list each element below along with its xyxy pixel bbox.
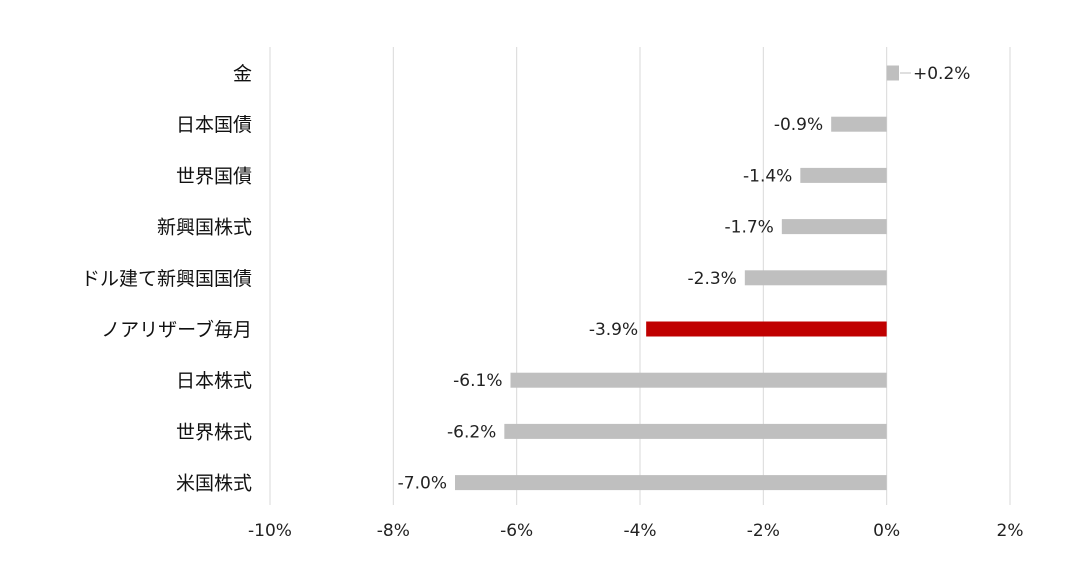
category-label: ドル建て新興国国債: [81, 268, 252, 290]
bar: [800, 167, 887, 183]
category-label: 日本国債: [176, 114, 252, 136]
value-label: -0.9%: [774, 115, 823, 135]
value-label: -6.2%: [447, 422, 496, 442]
category-labels: 金日本国債世界国債新興国株式ドル建て新興国国債ノアリザーブ毎月日本株式世界株式米…: [81, 63, 252, 495]
bar: [831, 116, 887, 132]
x-tick-label: -4%: [623, 521, 656, 541]
x-tick-label: -8%: [377, 521, 410, 541]
x-tick-label: -6%: [500, 521, 533, 541]
bar: [504, 423, 887, 439]
category-label: 世界国債: [176, 165, 252, 187]
category-label: 世界株式: [176, 421, 252, 443]
bar: [886, 65, 899, 81]
x-axis-ticks: -10% -8% -6% -4% -2% 0% 2%: [248, 521, 1023, 541]
bar: [781, 219, 887, 235]
value-label: -1.4%: [743, 166, 792, 186]
category-label: 金: [233, 63, 252, 85]
category-label: 新興国株式: [157, 217, 252, 239]
value-label: -7.0%: [398, 474, 447, 494]
bar: [744, 270, 887, 286]
bars: [455, 65, 899, 491]
x-tick-label: 2%: [997, 521, 1024, 541]
value-label: -3.9%: [589, 320, 638, 340]
value-label: -1.7%: [725, 218, 774, 238]
value-label: +0.2%: [913, 64, 970, 84]
value-label: -6.1%: [453, 371, 502, 391]
bar: [510, 372, 887, 388]
value-labels: +0.2% -0.9% -1.4% -1.7% -2.3% -3.9% -6.1% -6.2%…: [398, 64, 971, 494]
x-tick-label: -2%: [747, 521, 780, 541]
category-label: 日本株式: [176, 370, 252, 392]
bar: [455, 475, 887, 491]
category-label: ノアリザーブ毎月: [101, 318, 252, 341]
x-tick-label: 0%: [873, 521, 900, 541]
x-tick-label: -10%: [248, 521, 292, 541]
bar: [646, 321, 887, 337]
category-label: 米国株式: [176, 473, 252, 495]
value-label: -2.3%: [688, 269, 737, 289]
